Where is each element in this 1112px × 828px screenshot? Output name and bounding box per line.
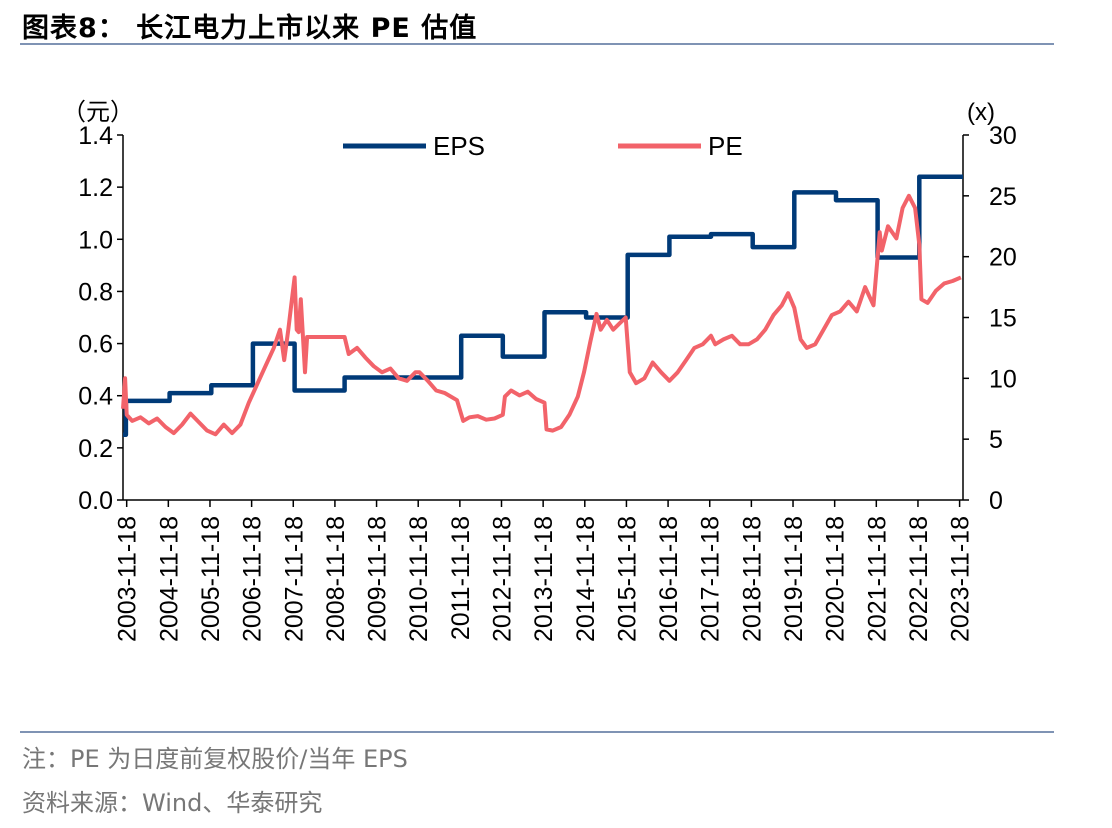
- x-tick-label: 2023-11-18: [947, 516, 975, 642]
- y-right-unit: (x): [967, 99, 995, 126]
- series-line-eps: [123, 174, 963, 438]
- legend-label-pe: PE: [708, 131, 743, 161]
- x-tick-label: 2004-11-18: [155, 516, 183, 642]
- source-note: 资料来源：Wind、华泰研究: [22, 789, 323, 817]
- y-right-tick-label: 0: [989, 487, 1003, 515]
- x-tick-label: 2010-11-18: [405, 516, 433, 642]
- y-left-tick-label: 0.6: [78, 331, 113, 359]
- x-tick-label: 2011-11-18: [447, 516, 475, 640]
- x-tick-label: 2013-11-18: [530, 516, 558, 642]
- x-tick-label: 2020-11-18: [822, 516, 850, 642]
- legend-label-eps: EPS: [433, 131, 485, 161]
- y-left-tick-label: 0.2: [78, 435, 113, 463]
- chart-area: 0.0 0.2 0.4 0.6 0.8 1.0 1.2 1.4 0 5 10 15 20 25 30 （元） (…: [62, 99, 1017, 642]
- x-tick-label: 2022-11-18: [905, 516, 933, 642]
- footer-rule: [20, 731, 1054, 733]
- x-tick-label: 2007-11-18: [280, 516, 308, 642]
- x-tick-label: 2006-11-18: [239, 516, 267, 642]
- y-right-tick-label: 30: [989, 122, 1017, 150]
- x-tick-label: 2021-11-18: [863, 516, 891, 642]
- x-tick-label: 2017-11-18: [697, 516, 725, 642]
- x-tick-label: 2005-11-18: [197, 516, 225, 642]
- title-rule: [20, 43, 1054, 45]
- x-tick-label: 2019-11-18: [780, 516, 808, 642]
- y-left-unit: （元）: [62, 99, 134, 126]
- y-right-tick-label: 15: [989, 305, 1017, 333]
- y-left-tick-label: 0.4: [78, 383, 113, 411]
- y-left-tick-label: 1.4: [78, 122, 113, 150]
- chart-title: 图表8： 长江电力上市以来 PE 估值: [22, 13, 478, 44]
- y-right-tick-label: 25: [989, 183, 1017, 211]
- y-left-tick-label: 1.0: [78, 226, 113, 254]
- y-right-tick-label: 5: [989, 426, 1003, 454]
- series-line-pe: [121, 193, 962, 437]
- x-tick-label: 2003-11-18: [114, 516, 142, 642]
- x-tick-label: 2012-11-18: [488, 516, 516, 642]
- x-tick-label: 2018-11-18: [738, 516, 766, 642]
- plot-area: 0.0 0.2 0.4 0.6 0.8 1.0 1.2 1.4 0 5 10 15 20 25 30 （元） (…: [62, 99, 1017, 642]
- x-tick-label: 2014-11-18: [572, 516, 600, 642]
- x-tick-label: 2008-11-18: [322, 516, 350, 642]
- x-tick-label: 2016-11-18: [655, 516, 683, 642]
- footnote: 注：PE 为日度前复权股价/当年 EPS: [22, 745, 408, 773]
- y-right-tick-label: 20: [989, 244, 1017, 272]
- y-left-tick-label: 0.0: [78, 487, 113, 515]
- y-left-tick-label: 0.8: [78, 278, 113, 306]
- x-tick-label: 2015-11-18: [613, 516, 641, 642]
- x-tick-label: 2009-11-18: [364, 516, 392, 642]
- y-right-tick-label: 10: [989, 365, 1017, 393]
- y-left-tick-label: 1.2: [78, 174, 113, 202]
